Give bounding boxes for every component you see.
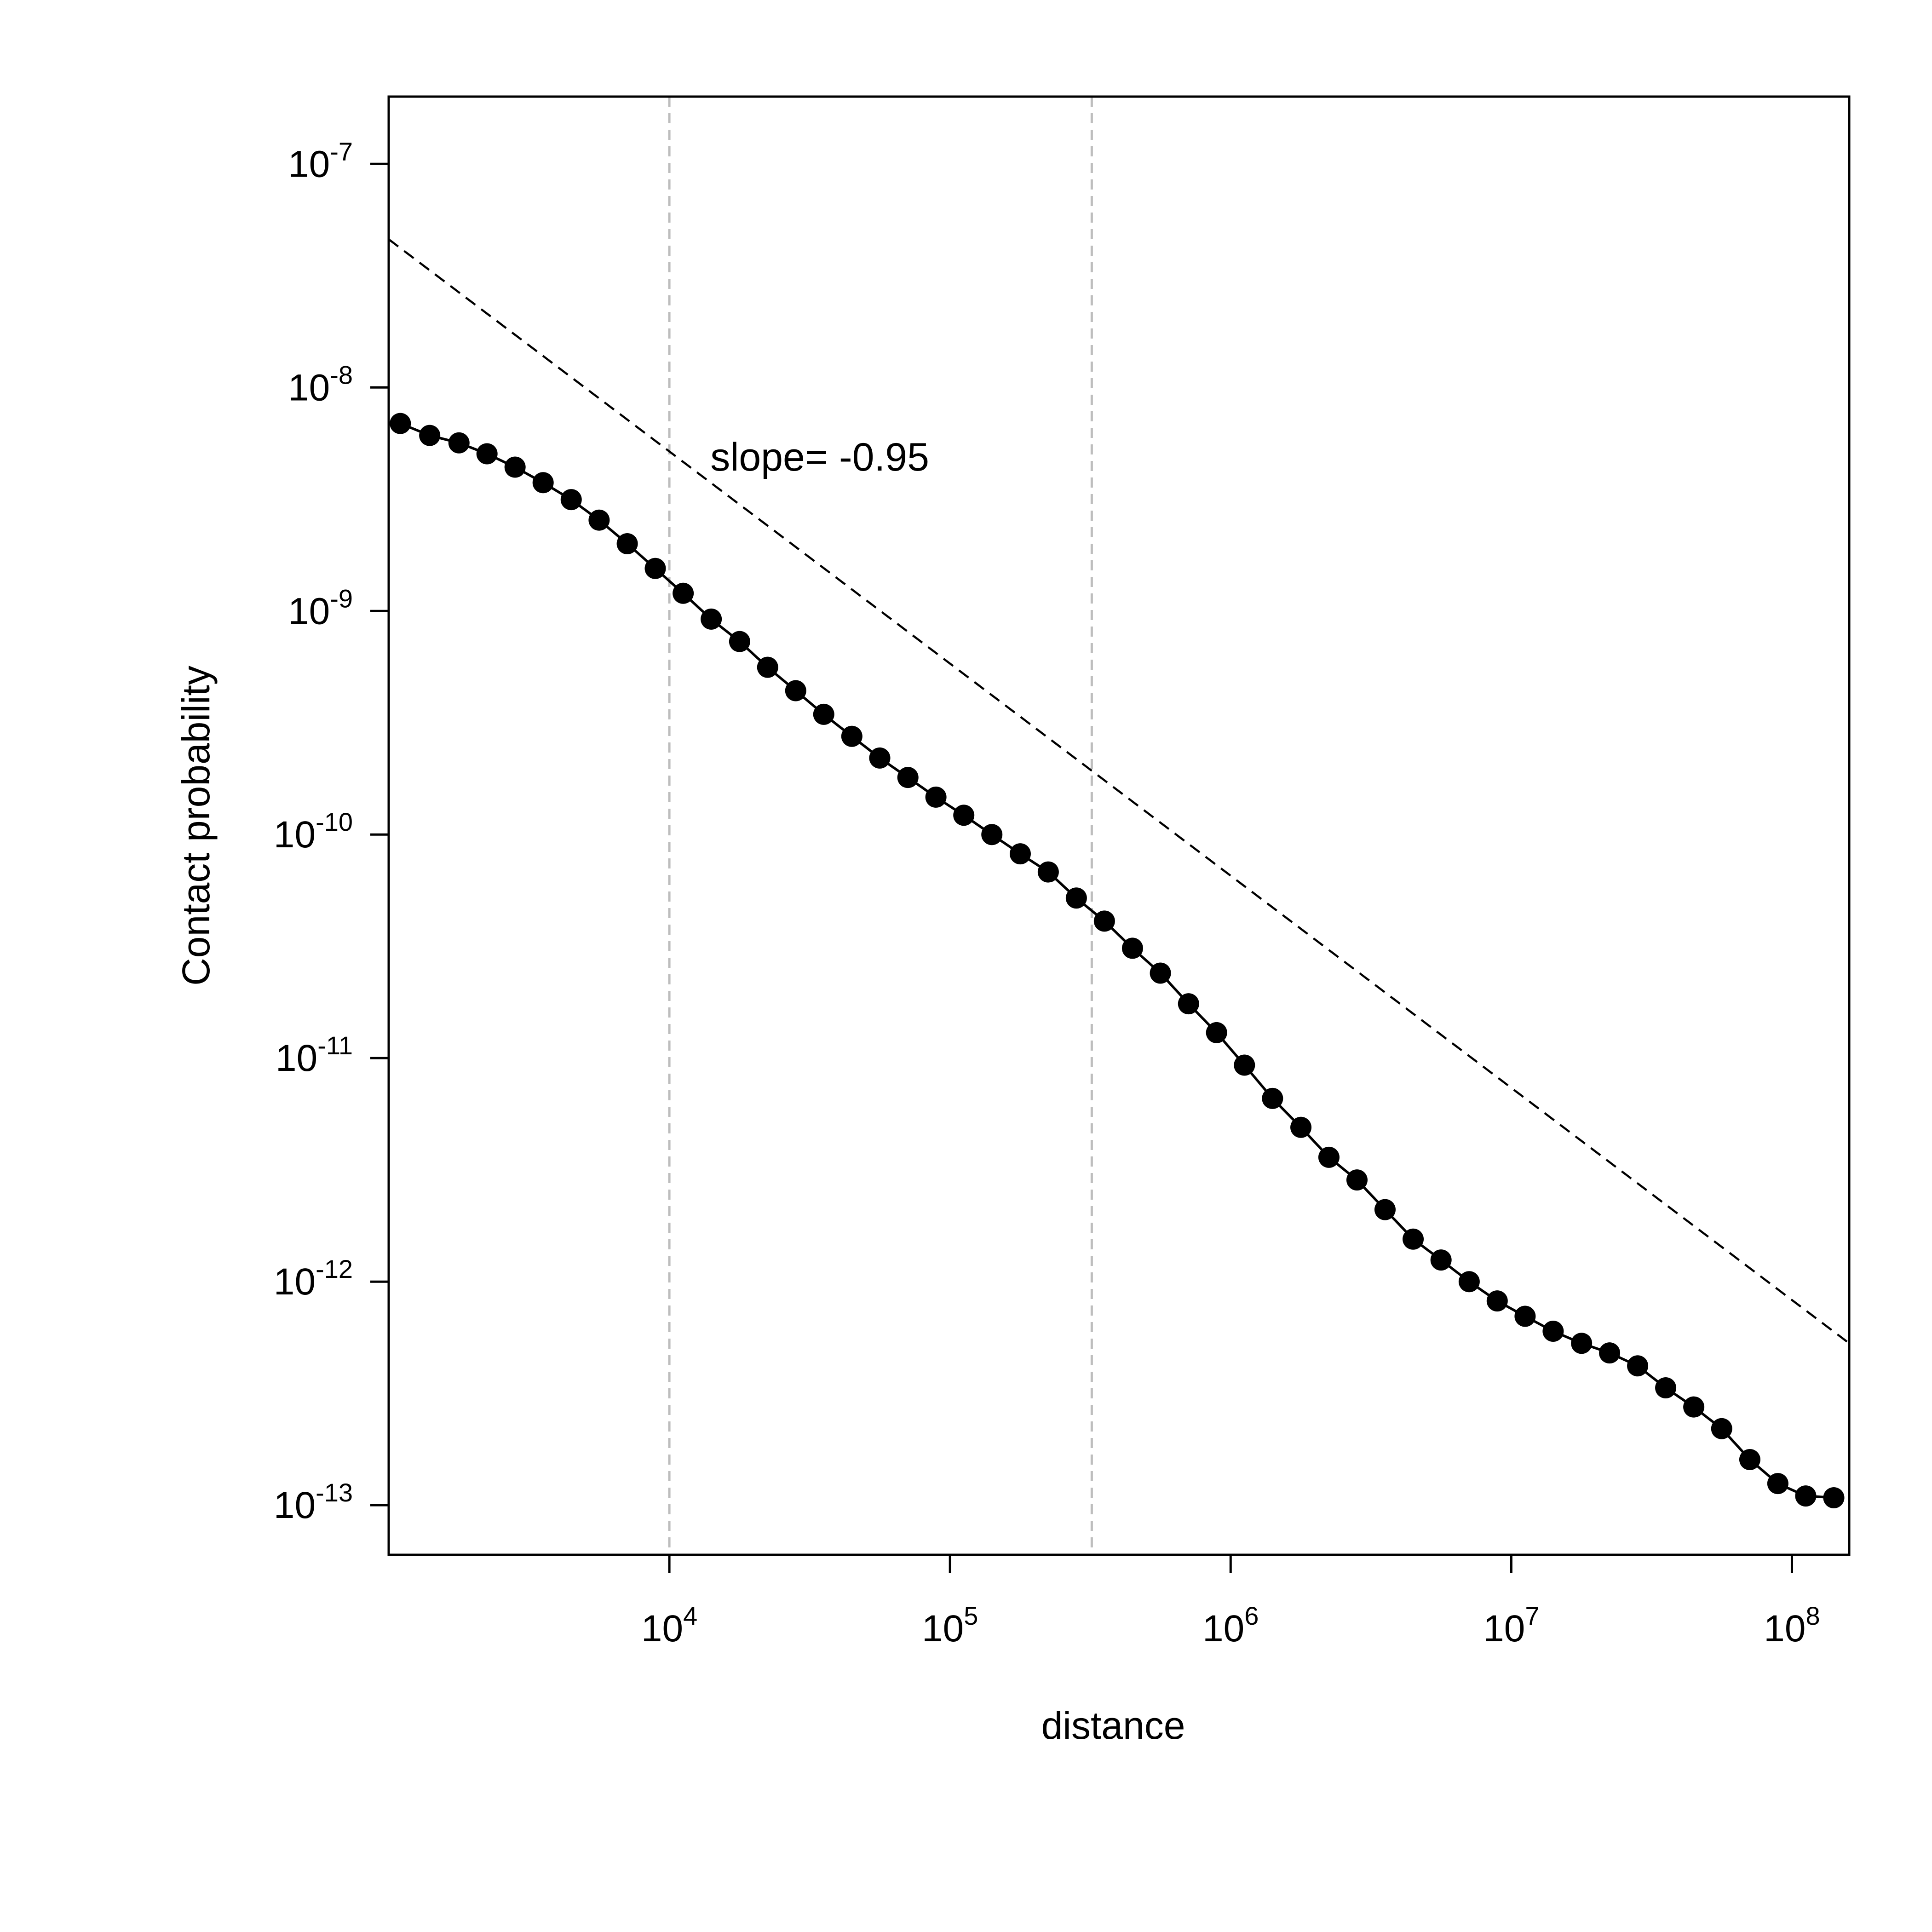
data-point	[1121, 937, 1143, 959]
data-point	[419, 425, 441, 446]
data-point	[504, 456, 526, 478]
data-point	[1655, 1377, 1677, 1399]
y-tick-label: 10-12	[274, 1254, 353, 1303]
data-point	[701, 608, 722, 630]
data-point	[1514, 1305, 1536, 1327]
data-point	[1599, 1342, 1621, 1364]
data-point	[897, 767, 919, 788]
data-point	[1065, 887, 1087, 909]
data-point	[1823, 1487, 1845, 1508]
y-tick-label: 10-11	[276, 1031, 353, 1079]
y-tick-label: 10-9	[288, 584, 353, 632]
data-point	[1093, 910, 1115, 932]
data-point	[616, 533, 638, 554]
plot-frame	[387, 95, 1851, 1556]
x-tick-label: 104	[641, 1601, 697, 1650]
data-point	[1037, 861, 1059, 883]
data-point	[1262, 1087, 1283, 1109]
data-point	[644, 558, 666, 579]
data-point	[869, 747, 891, 769]
data-point	[925, 786, 947, 808]
data-point	[532, 472, 554, 494]
data-point	[448, 432, 470, 454]
data-point	[1571, 1333, 1593, 1354]
data-point	[1290, 1116, 1312, 1138]
data-point	[1683, 1396, 1705, 1418]
axes: 104 105 106 107 108 10-7 10-8 10-9 10-10 10-11 10-…	[274, 95, 1851, 1650]
data-point	[1711, 1418, 1732, 1439]
data-point	[390, 413, 411, 434]
data-point	[1374, 1199, 1396, 1220]
data-point	[1430, 1249, 1452, 1271]
data-point	[1346, 1169, 1368, 1191]
series-line	[400, 422, 1834, 1499]
data-point	[757, 656, 778, 678]
slope-reference-line	[388, 238, 1850, 1344]
data-point	[1739, 1449, 1760, 1470]
x-axis-title: distance	[1041, 1704, 1185, 1747]
data-point	[1318, 1146, 1340, 1168]
data-point	[785, 680, 806, 702]
data-point	[1486, 1290, 1508, 1312]
x-tick-label: 106	[1202, 1601, 1259, 1650]
data-point	[560, 489, 582, 511]
data-point	[1627, 1355, 1649, 1377]
data-point	[729, 631, 750, 652]
data-point	[1234, 1054, 1255, 1076]
slope-annotation: slope= -0.95	[710, 435, 929, 479]
reference-lines	[388, 97, 1850, 1555]
data-point	[588, 509, 610, 531]
data-point	[953, 805, 975, 826]
data-point	[673, 582, 694, 604]
data-point	[1542, 1321, 1564, 1342]
data-point	[1458, 1271, 1480, 1293]
y-tick-label: 10-8	[288, 360, 353, 408]
data-point	[1206, 1022, 1227, 1043]
x-tick-label: 108	[1764, 1601, 1820, 1650]
y-tick-label: 10-10	[274, 807, 353, 856]
data-point	[1150, 962, 1171, 984]
x-tick-label: 105	[922, 1601, 978, 1650]
y-tick-label: 10-13	[274, 1478, 353, 1526]
data-point	[476, 443, 498, 465]
data-point	[1767, 1473, 1788, 1495]
data-point	[981, 824, 1003, 845]
y-axis-title: Contact probability	[174, 666, 218, 986]
y-tick-label: 10-7	[288, 137, 353, 185]
x-tick-label: 107	[1483, 1601, 1539, 1650]
data-point	[841, 725, 862, 747]
data-point	[1178, 993, 1199, 1015]
data-point	[1009, 843, 1031, 865]
data-point	[1403, 1228, 1424, 1250]
data-point	[813, 703, 834, 725]
data-point	[1795, 1485, 1817, 1507]
data-series	[390, 413, 1845, 1508]
